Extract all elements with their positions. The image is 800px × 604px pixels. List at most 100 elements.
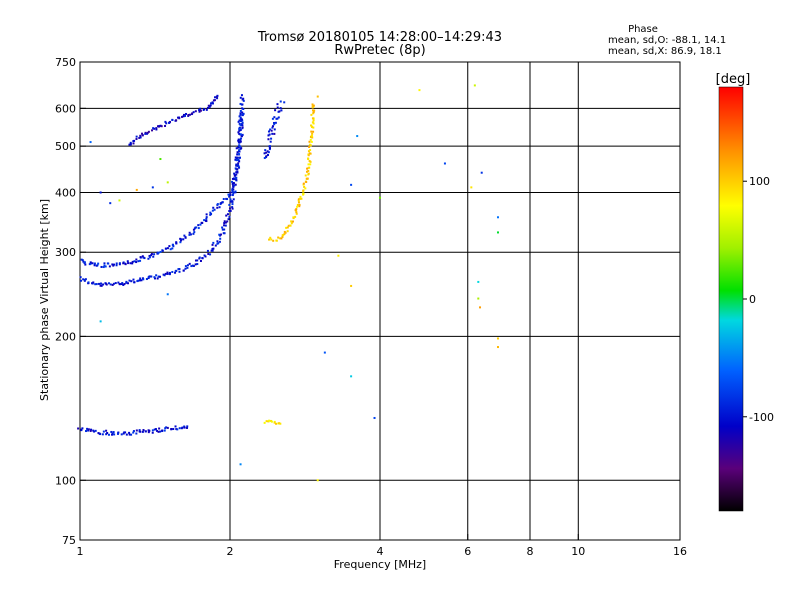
data-point bbox=[200, 221, 203, 224]
data-point bbox=[132, 430, 135, 433]
data-point bbox=[302, 189, 305, 192]
data-point bbox=[133, 281, 136, 284]
data-point bbox=[221, 201, 224, 204]
data-point bbox=[112, 282, 115, 285]
data-point bbox=[152, 255, 155, 258]
data-point bbox=[240, 147, 243, 150]
data-point bbox=[152, 127, 155, 130]
data-point bbox=[267, 138, 270, 141]
data-point bbox=[235, 147, 238, 150]
data-point bbox=[239, 128, 242, 131]
data-point bbox=[272, 121, 275, 124]
data-point bbox=[237, 138, 240, 141]
data-point bbox=[236, 163, 239, 166]
data-point bbox=[205, 217, 208, 220]
data-point bbox=[194, 110, 197, 113]
colorbar-ticks: 100 0 -100 bbox=[743, 175, 774, 424]
data-point bbox=[199, 107, 202, 110]
data-point bbox=[236, 151, 239, 154]
data-point bbox=[237, 120, 240, 123]
data-point bbox=[311, 132, 314, 135]
data-point bbox=[95, 283, 98, 286]
data-point bbox=[263, 421, 266, 424]
data-point bbox=[135, 432, 138, 435]
data-point bbox=[172, 428, 175, 431]
data-point bbox=[218, 233, 221, 236]
data-point bbox=[296, 205, 299, 208]
data-point bbox=[159, 250, 162, 253]
data-point bbox=[210, 213, 213, 216]
data-point bbox=[307, 157, 310, 160]
data-point bbox=[239, 124, 242, 127]
data-point bbox=[479, 306, 482, 309]
data-point bbox=[295, 208, 298, 211]
data-point bbox=[226, 213, 229, 216]
data-point bbox=[308, 152, 311, 155]
data-point bbox=[109, 202, 112, 205]
data-point bbox=[231, 180, 234, 183]
data-point bbox=[234, 183, 237, 186]
data-point bbox=[178, 270, 181, 273]
data-point bbox=[198, 256, 201, 259]
data-point bbox=[197, 224, 200, 227]
data-point bbox=[211, 101, 214, 104]
x-tick-label: 4 bbox=[377, 545, 384, 558]
data-point bbox=[184, 267, 187, 270]
data-point bbox=[180, 115, 183, 118]
data-point bbox=[128, 143, 131, 146]
data-point bbox=[130, 280, 133, 283]
data-point bbox=[237, 139, 240, 142]
data-point bbox=[312, 112, 315, 115]
data-point bbox=[211, 249, 214, 252]
data-point bbox=[285, 226, 288, 229]
data-point bbox=[97, 432, 100, 435]
data-point bbox=[139, 430, 142, 433]
data-point bbox=[268, 147, 271, 150]
data-point bbox=[208, 105, 211, 108]
data-point bbox=[496, 337, 499, 340]
data-point bbox=[185, 112, 188, 115]
data-point bbox=[227, 193, 230, 196]
data-point bbox=[280, 109, 283, 112]
data-point bbox=[311, 136, 314, 139]
data-point bbox=[114, 282, 117, 285]
data-point bbox=[231, 188, 234, 191]
data-point bbox=[198, 110, 201, 113]
data-point bbox=[95, 264, 98, 267]
data-point bbox=[239, 145, 242, 148]
data-point bbox=[223, 220, 226, 223]
data-point bbox=[228, 195, 231, 198]
data-point bbox=[270, 137, 273, 140]
data-point bbox=[241, 126, 244, 129]
data-point bbox=[292, 216, 295, 219]
data-point bbox=[99, 282, 102, 285]
data-point bbox=[192, 111, 195, 114]
data-point bbox=[219, 237, 222, 240]
data-point bbox=[176, 428, 179, 431]
data-point bbox=[153, 127, 156, 130]
data-point bbox=[232, 198, 235, 201]
data-point bbox=[238, 115, 241, 118]
data-point bbox=[142, 278, 145, 281]
data-point bbox=[144, 430, 147, 433]
data-point bbox=[229, 200, 232, 203]
data-point bbox=[223, 222, 226, 225]
data-point bbox=[102, 283, 105, 286]
data-point bbox=[82, 260, 85, 263]
data-point bbox=[125, 280, 128, 283]
data-point bbox=[294, 209, 297, 212]
data-point bbox=[142, 256, 145, 259]
data-point bbox=[80, 279, 83, 282]
data-point bbox=[480, 171, 483, 174]
data-point bbox=[225, 214, 228, 217]
data-point bbox=[240, 123, 243, 126]
data-point bbox=[234, 190, 237, 193]
y-tick-label: 400 bbox=[55, 186, 76, 199]
data-point bbox=[141, 430, 144, 433]
data-points bbox=[77, 84, 499, 482]
data-point bbox=[226, 198, 229, 201]
data-point bbox=[151, 429, 154, 432]
data-point bbox=[235, 163, 238, 166]
colorbar bbox=[718, 86, 744, 512]
